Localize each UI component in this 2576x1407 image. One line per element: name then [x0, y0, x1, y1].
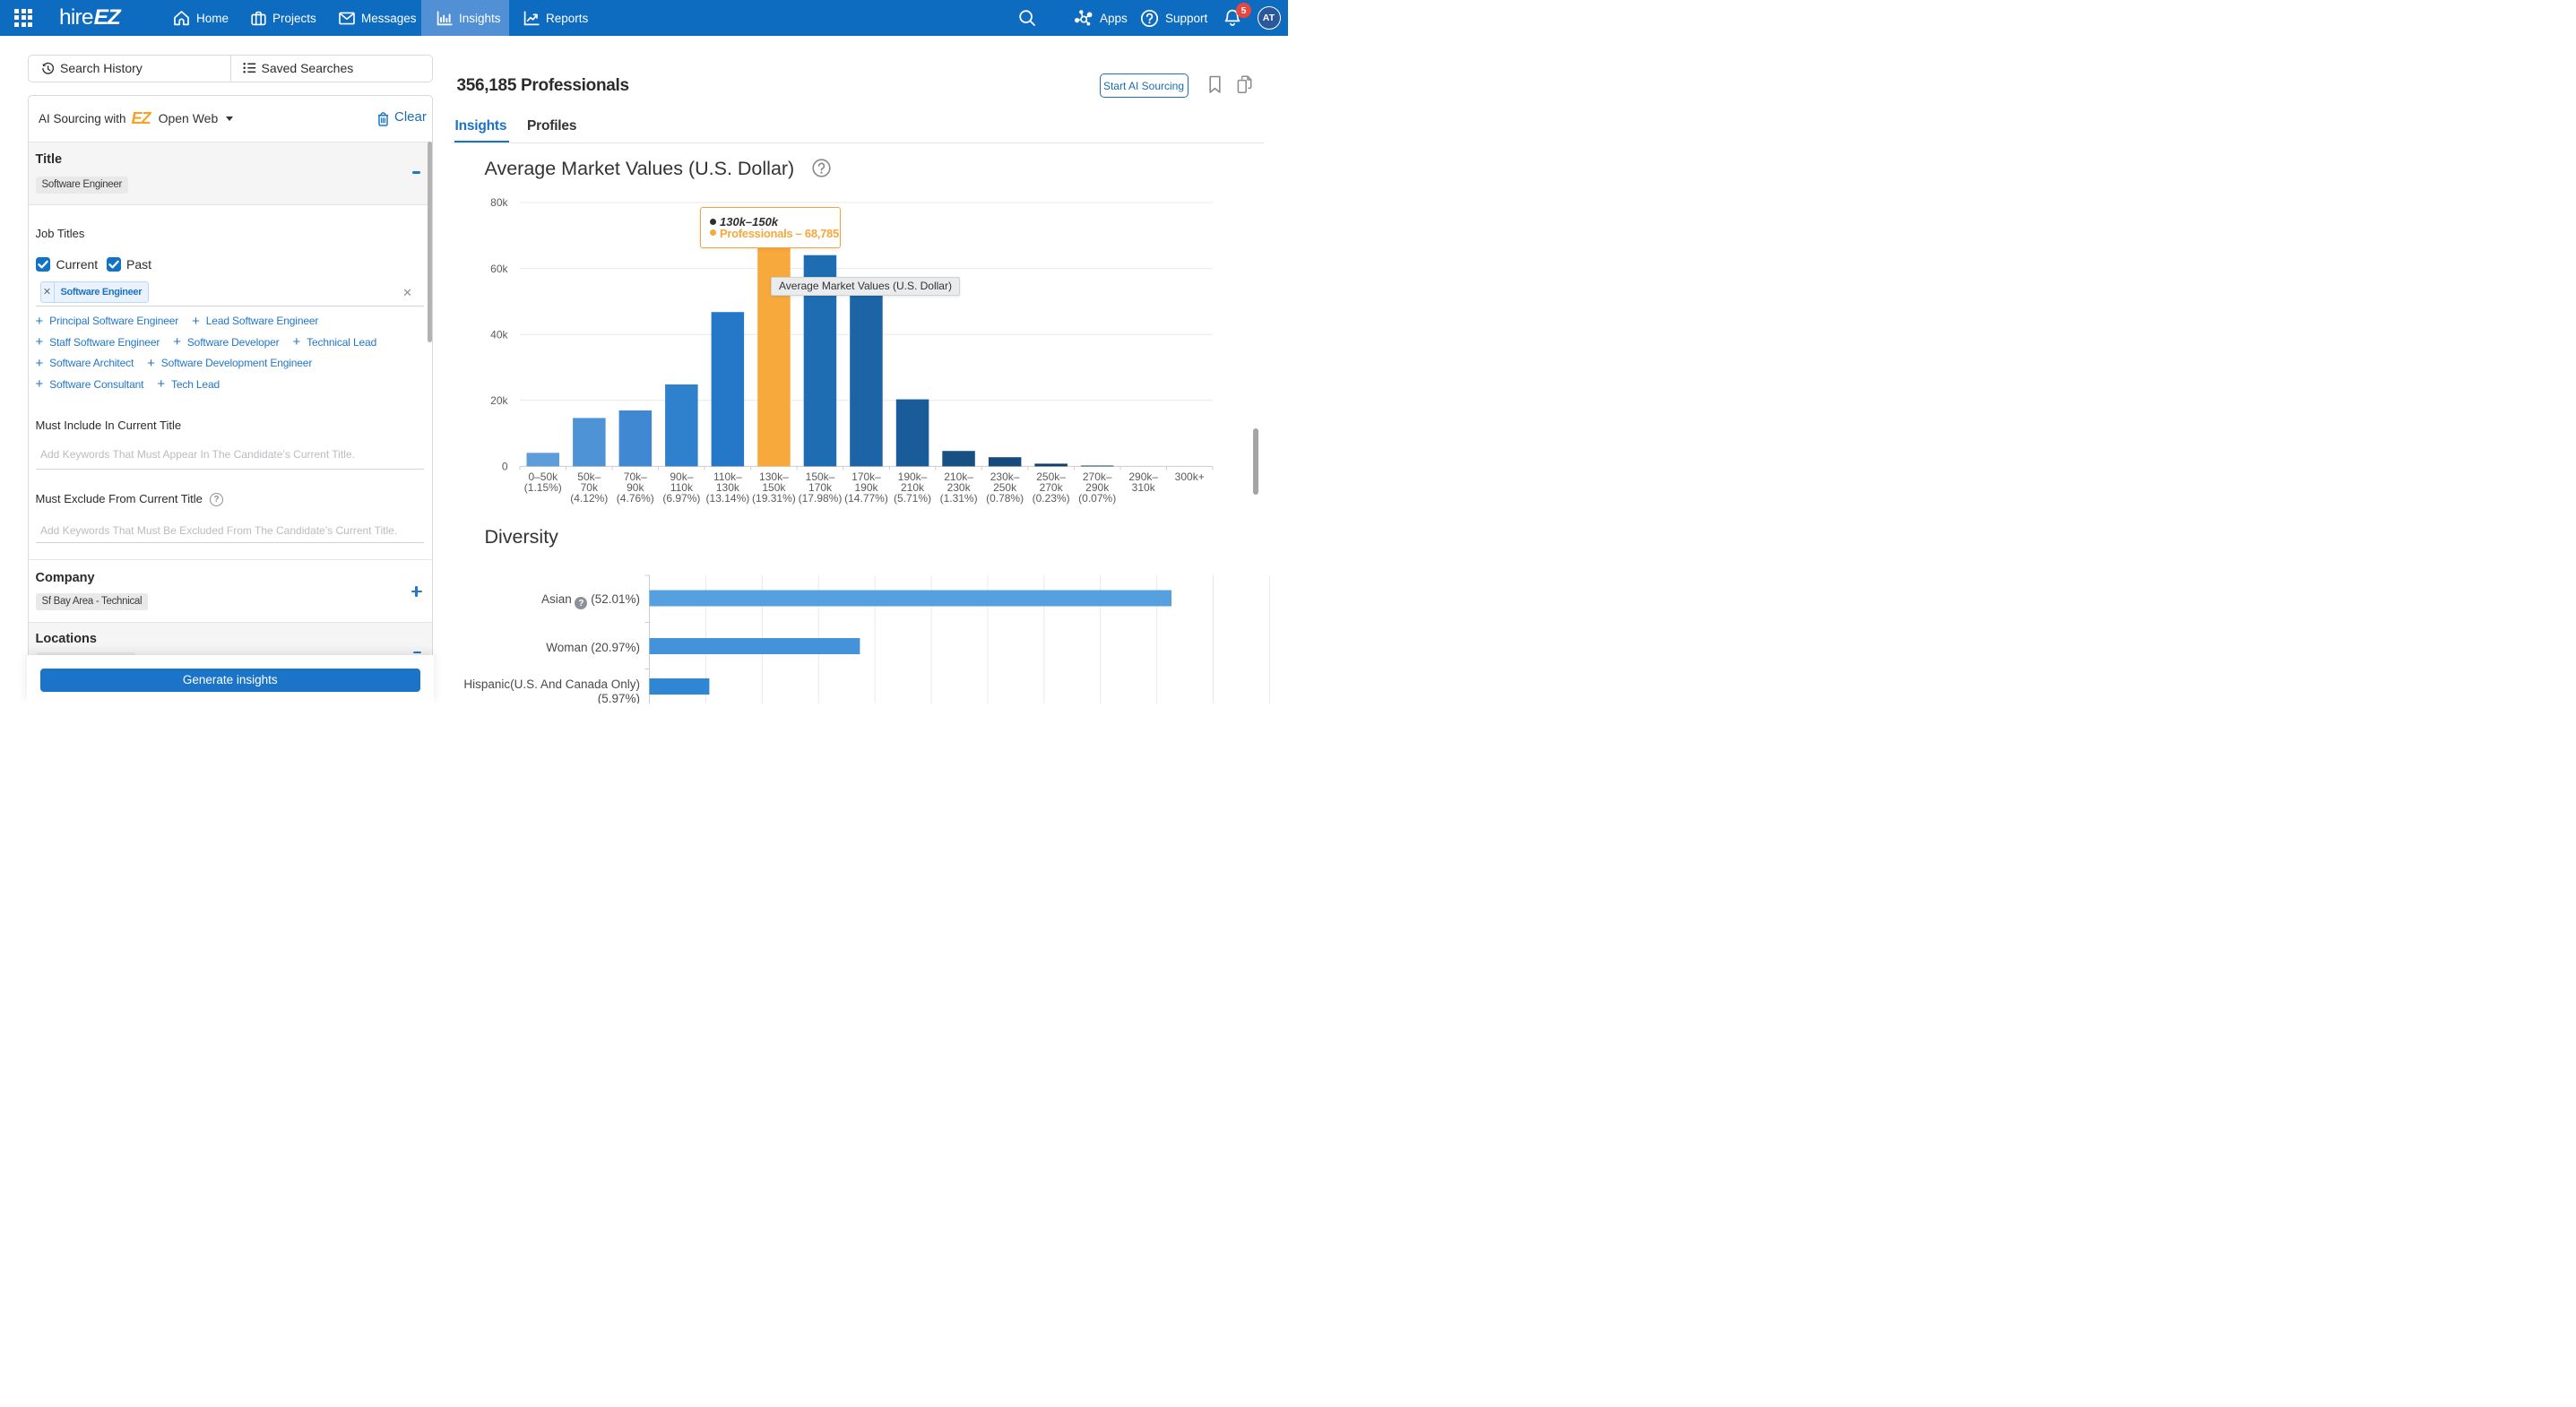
svg-text:90k–: 90k– — [670, 470, 693, 483]
svg-text:40k: 40k — [490, 328, 508, 341]
svg-text:210k–: 210k– — [944, 470, 973, 483]
svg-text:150k–: 150k– — [806, 470, 835, 483]
svg-text:210k: 210k — [901, 481, 925, 494]
svg-text:(0.23%): (0.23%) — [1033, 492, 1070, 505]
svg-text:80k: 80k — [490, 196, 508, 209]
svg-text:170k–: 170k– — [851, 470, 881, 483]
svg-text:(1.31%): (1.31%) — [940, 492, 978, 505]
svg-text:250k–: 250k– — [1036, 470, 1066, 483]
svg-text:50k–: 50k– — [577, 470, 601, 483]
svg-text:270k: 270k — [1040, 481, 1064, 494]
svg-text:(6.97%): (6.97%) — [662, 492, 700, 505]
svg-text:290k–: 290k– — [1128, 470, 1158, 483]
svg-text:190k–: 190k– — [898, 470, 928, 483]
svg-text:(13.14%): (13.14%) — [706, 492, 750, 505]
svg-text:110k: 110k — [670, 481, 694, 494]
svg-text:(0.07%): (0.07%) — [1078, 492, 1116, 505]
svg-text:70k: 70k — [581, 481, 599, 494]
svg-text:230k–: 230k– — [990, 470, 1020, 483]
svg-text:250k: 250k — [993, 481, 1017, 494]
svg-text:170k: 170k — [808, 481, 833, 494]
svg-text:300k+: 300k+ — [1175, 470, 1205, 483]
svg-text:(0.78%): (0.78%) — [986, 492, 1024, 505]
svg-text:60k: 60k — [490, 263, 508, 275]
svg-text:130k: 130k — [716, 481, 740, 494]
svg-text:150k: 150k — [762, 481, 786, 494]
svg-text:90k: 90k — [627, 481, 644, 494]
svg-text:(4.12%): (4.12%) — [570, 492, 608, 505]
svg-text:110k–: 110k– — [713, 470, 742, 483]
svg-text:130k–: 130k– — [759, 470, 789, 483]
svg-text:20k: 20k — [490, 394, 508, 407]
svg-text:(14.77%): (14.77%) — [844, 492, 888, 505]
svg-text:(1.15%): (1.15%) — [524, 481, 562, 494]
svg-text:270k–: 270k– — [1083, 470, 1112, 483]
svg-text:(17.98%): (17.98%) — [799, 492, 843, 505]
svg-text:(19.31%): (19.31%) — [752, 492, 796, 505]
svg-text:70k–: 70k– — [624, 470, 647, 483]
svg-text:(4.76%): (4.76%) — [617, 492, 654, 505]
svg-text:290k: 290k — [1085, 481, 1110, 494]
svg-text:310k: 310k — [1132, 481, 1156, 494]
svg-text:190k: 190k — [854, 481, 878, 494]
svg-text:0–50k: 0–50k — [528, 470, 558, 483]
svg-text:230k: 230k — [947, 481, 972, 494]
svg-text:0: 0 — [502, 461, 508, 473]
svg-text:(5.71%): (5.71%) — [894, 492, 931, 505]
